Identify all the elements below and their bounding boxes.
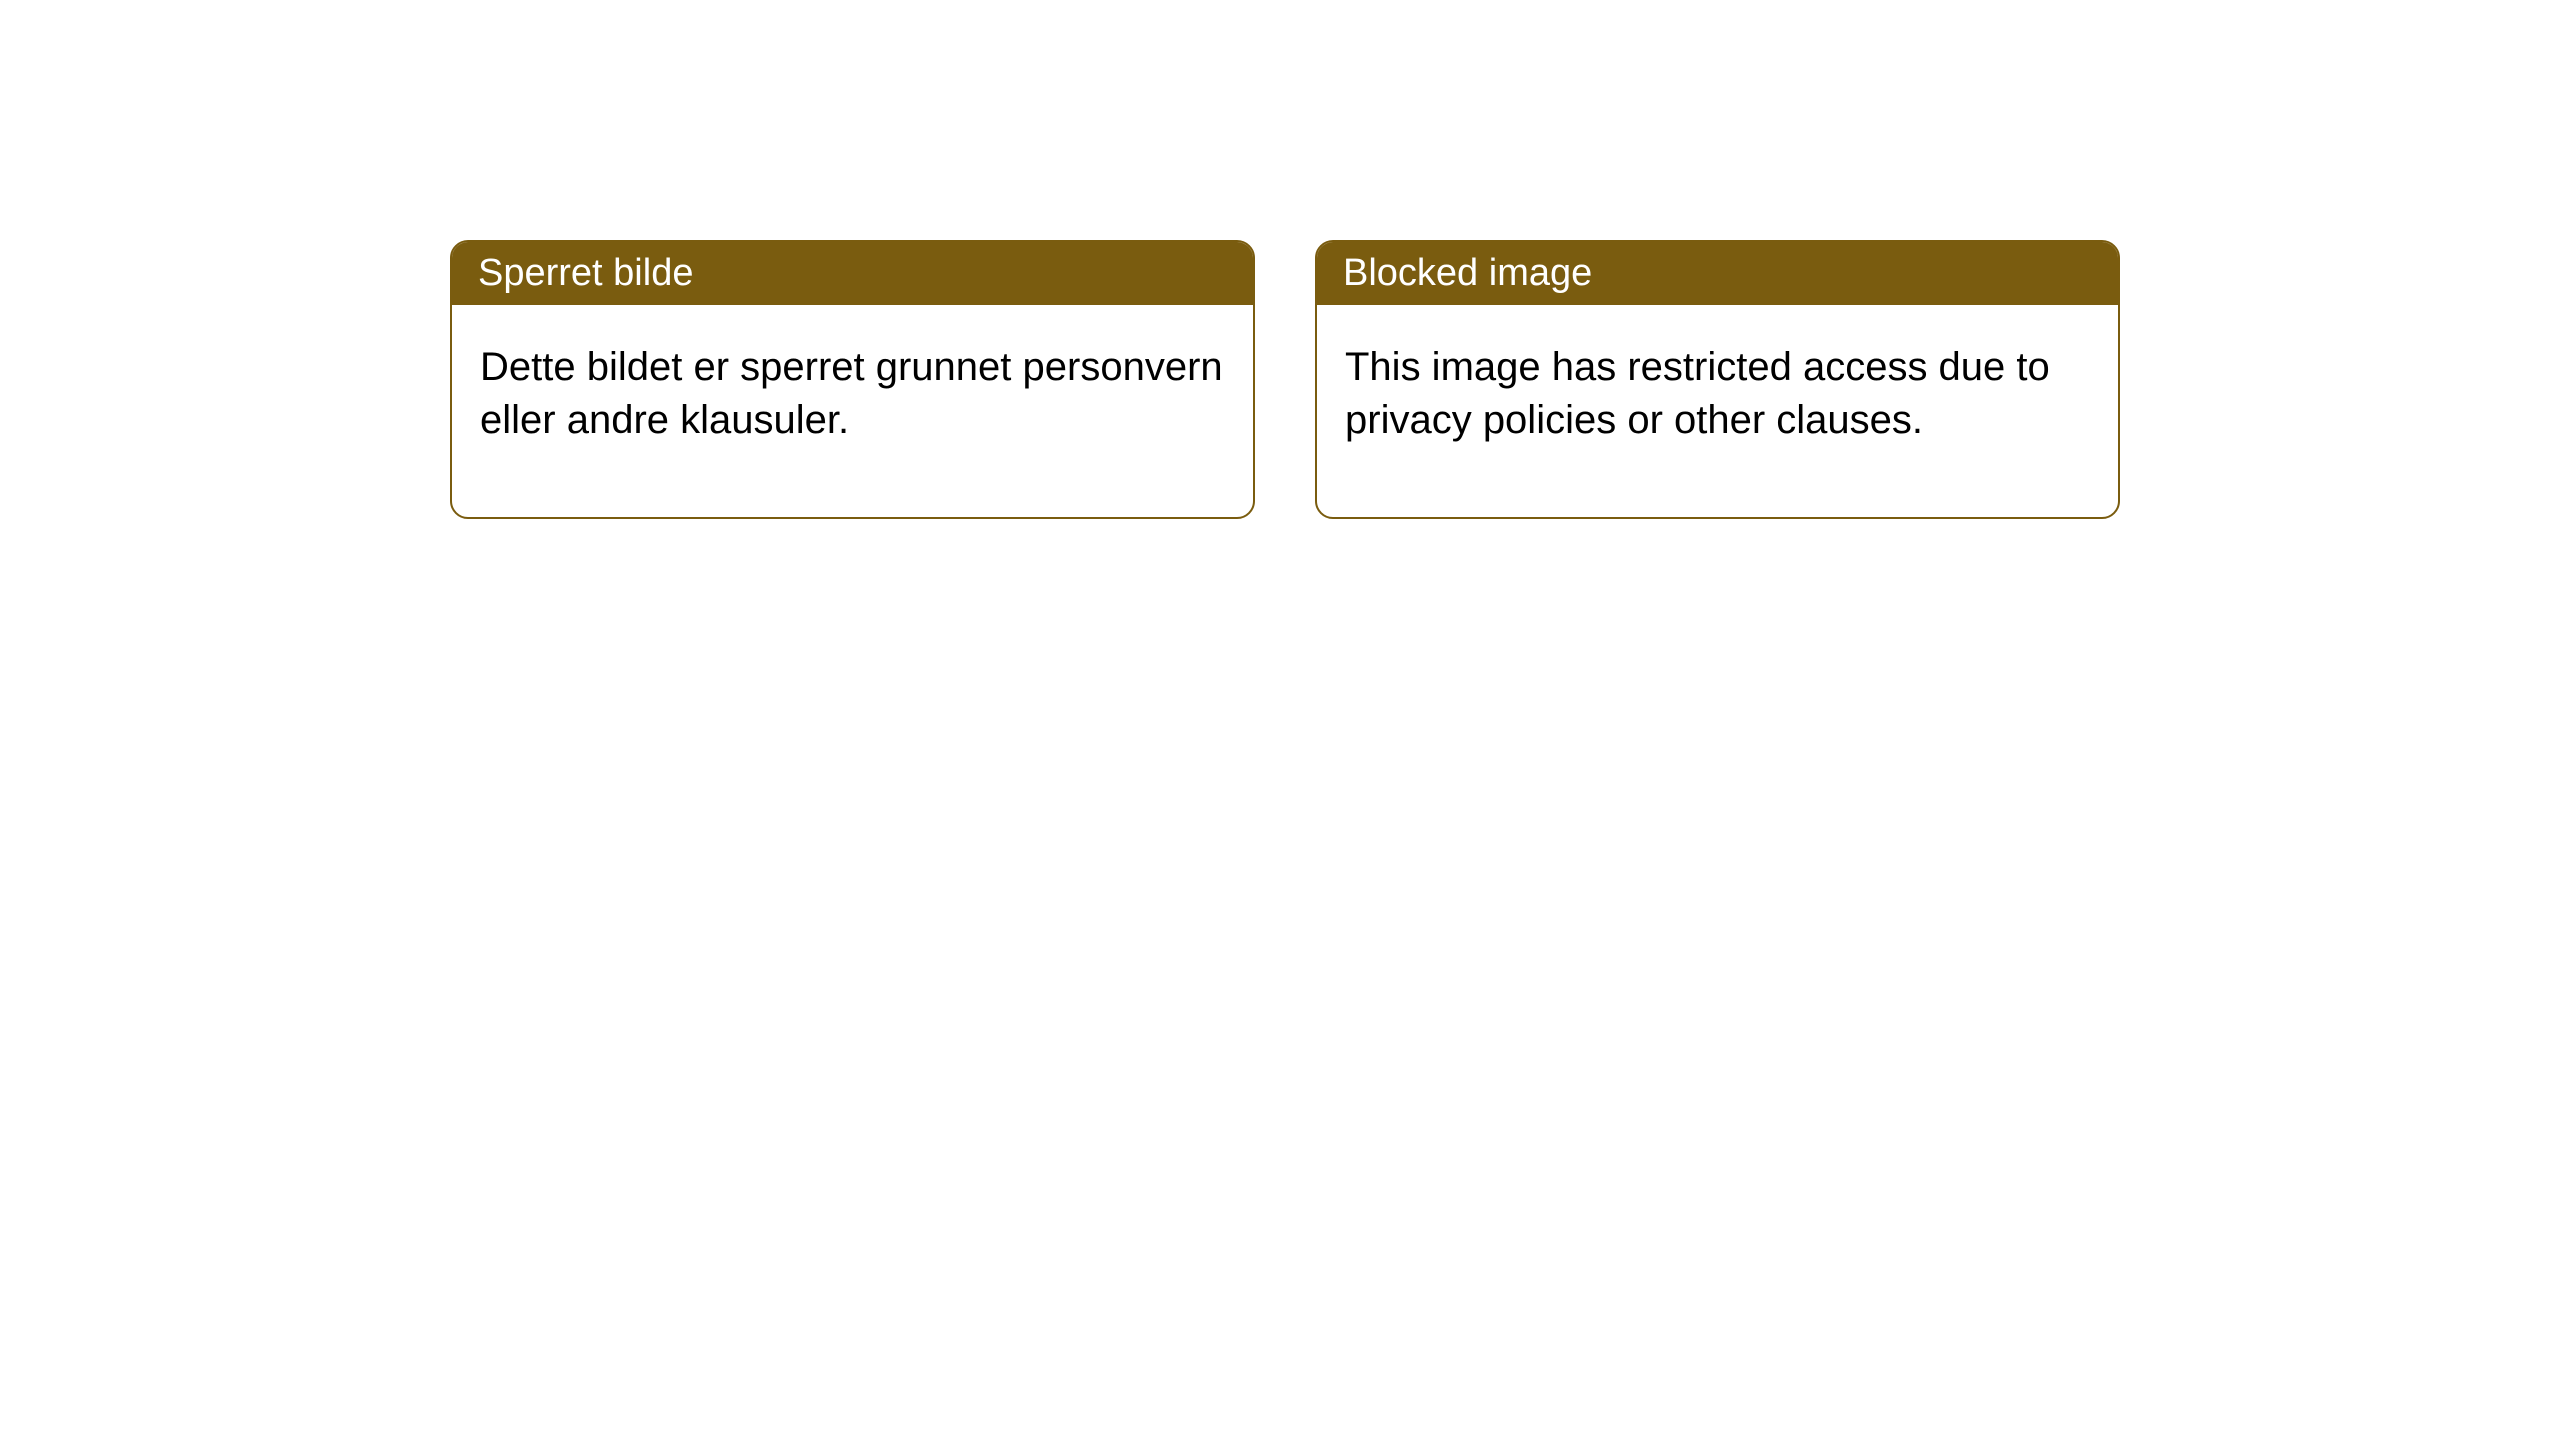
notice-card-norwegian: Sperret bilde Dette bildet er sperret gr… xyxy=(450,240,1255,519)
notice-card-header: Blocked image xyxy=(1317,242,2118,305)
notice-card-title: Sperret bilde xyxy=(478,252,693,294)
notice-card-english: Blocked image This image has restricted … xyxy=(1315,240,2120,519)
notice-card-body-text: This image has restricted access due to … xyxy=(1345,345,2050,442)
notice-card-header: Sperret bilde xyxy=(452,242,1253,305)
notice-card-body-text: Dette bildet er sperret grunnet personve… xyxy=(480,345,1223,442)
notice-card-body: Dette bildet er sperret grunnet personve… xyxy=(452,305,1253,517)
notice-card-title: Blocked image xyxy=(1343,252,1592,294)
notice-card-body: This image has restricted access due to … xyxy=(1317,305,2118,517)
notice-cards-container: Sperret bilde Dette bildet er sperret gr… xyxy=(450,240,2120,519)
